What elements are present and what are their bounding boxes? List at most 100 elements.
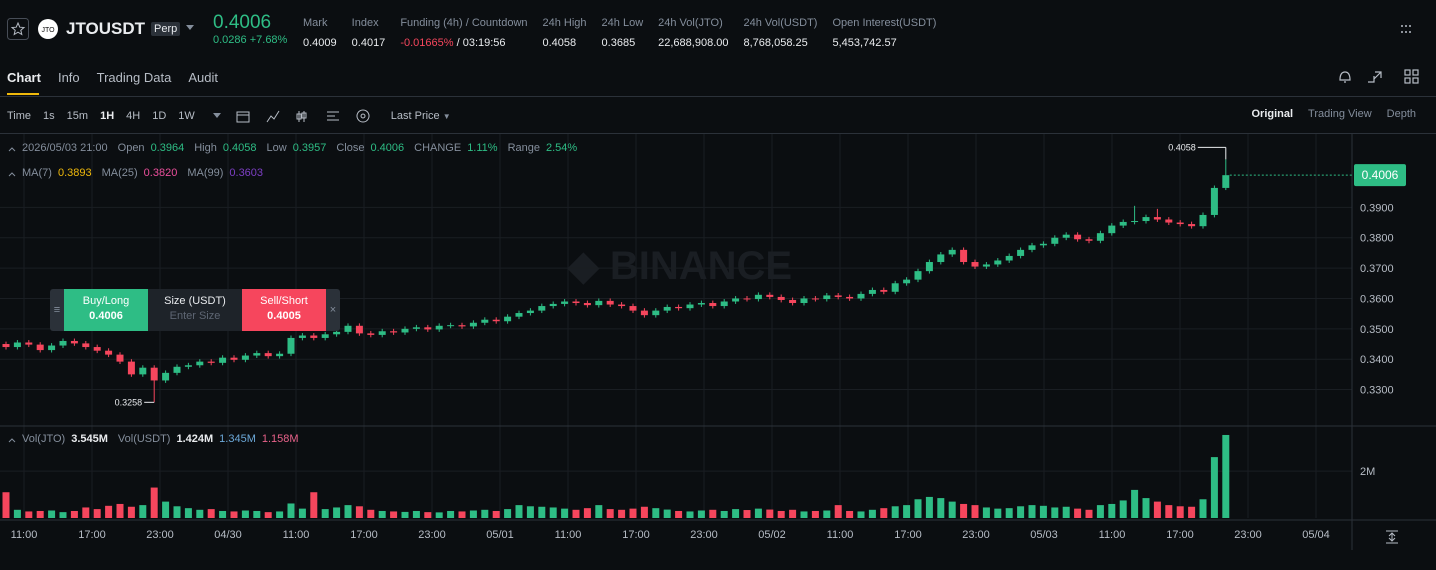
candle	[789, 297, 797, 306]
x-tick-label: 05/03	[1030, 529, 1058, 541]
tool-icon[interactable]	[265, 108, 281, 124]
candle-body	[298, 335, 306, 338]
stat-value: -0.01665% / 03:19:56	[400, 33, 527, 53]
active-tab-indicator	[7, 93, 39, 95]
interval-button[interactable]: 1H	[100, 110, 115, 122]
candle	[937, 252, 945, 265]
more-button[interactable]	[1400, 22, 1414, 36]
candle	[1096, 230, 1104, 244]
candle	[162, 370, 170, 383]
candle	[914, 268, 922, 283]
vol-label: Vol(USDT)	[117, 433, 171, 445]
interval-button[interactable]: 15m	[66, 110, 89, 122]
vol-value: 1.424M	[176, 433, 214, 445]
candle-body	[1165, 219, 1173, 223]
y-tick-label: 0.3700	[1360, 263, 1394, 275]
collapse-icon[interactable]	[8, 146, 16, 154]
interval-button[interactable]: 1s	[43, 110, 55, 122]
interval-dropdown[interactable]	[212, 113, 221, 119]
candle-body	[1028, 245, 1036, 250]
candle	[777, 294, 785, 303]
tab[interactable]: Info	[57, 70, 80, 85]
candle-body	[914, 271, 922, 280]
candle-body	[207, 361, 215, 363]
view-switch: Original Trading View Depth	[1251, 108, 1416, 120]
volume-bar	[435, 512, 443, 518]
candle	[93, 344, 101, 354]
symbol[interactable]: JTOUSDT	[66, 19, 146, 38]
stat: Index 0.4017	[352, 13, 386, 53]
sell-button[interactable]: Sell/Short 0.4005	[242, 289, 326, 331]
candle-body	[367, 333, 375, 335]
x-tick-label: 23:00	[962, 529, 990, 541]
candle-body	[458, 325, 466, 327]
candle-body	[572, 301, 580, 304]
candle	[663, 304, 671, 314]
size-input[interactable]: Size (USDT) Enter Size	[148, 289, 242, 331]
legend-label: High	[194, 142, 217, 154]
tool-icon[interactable]	[355, 108, 371, 124]
candle-body	[800, 298, 808, 304]
view-button[interactable]: Depth	[1386, 108, 1416, 120]
interval-button[interactable]: 1W	[178, 110, 195, 122]
price-type[interactable]: Last Price	[390, 110, 440, 122]
candle-body	[1039, 243, 1047, 246]
candle-body	[173, 366, 181, 373]
x-tick-label: 17:00	[894, 529, 922, 541]
tool-icon[interactable]	[325, 108, 341, 124]
stat-label: 24h Vol(USDT)	[743, 17, 818, 29]
candle	[811, 296, 819, 302]
candle-body	[561, 301, 569, 304]
interval-button[interactable]: 4H	[126, 110, 141, 122]
volume-bar	[595, 505, 603, 518]
tool-icon[interactable]	[295, 108, 311, 124]
volume-bar	[823, 510, 831, 518]
volume-bar	[13, 509, 21, 518]
candle-body	[903, 279, 911, 284]
candle-body	[823, 295, 831, 300]
collapse-icon[interactable]	[8, 171, 16, 179]
buy-button[interactable]: Buy/Long 0.4006	[64, 289, 148, 331]
interval-button[interactable]: 1D	[152, 110, 167, 122]
volume-bar	[82, 507, 90, 518]
stat: 24h Vol(JTO) 22,688,908.00	[658, 13, 728, 53]
view-button[interactable]: Original	[1251, 108, 1294, 120]
tab[interactable]: Trading Data	[96, 70, 172, 85]
candle-body	[675, 306, 683, 309]
tab[interactable]: Chart	[7, 70, 41, 85]
view-button[interactable]: Trading View	[1308, 108, 1372, 120]
volume-bar	[652, 508, 660, 518]
favorite-button[interactable]	[7, 18, 29, 40]
sell-price: 0.4005	[267, 310, 301, 322]
legend-value: 0.3957	[292, 142, 327, 154]
close-button[interactable]: ×	[329, 304, 337, 316]
x-tick-label: 05/04	[1302, 529, 1330, 541]
symbol-dropdown[interactable]	[186, 25, 194, 31]
drag-handle[interactable]: ≡	[53, 304, 61, 316]
candle-body	[1051, 237, 1059, 244]
volume-bar	[230, 511, 238, 518]
chart-tools[interactable]	[1337, 68, 1419, 86]
collapse-icon[interactable]	[8, 437, 16, 445]
y-tick-label: 2M	[1360, 466, 1375, 478]
legend-value: 0.4058	[222, 142, 257, 154]
candle-body	[891, 283, 899, 292]
volume-bar	[59, 512, 67, 518]
volume-bar	[162, 501, 170, 518]
tool-icon[interactable]	[235, 108, 251, 124]
x-tick-label: 11:00	[11, 529, 38, 541]
volume-bar	[1074, 508, 1082, 518]
candle-body	[686, 304, 694, 309]
ma-label: MA(7)	[22, 167, 52, 179]
candle-body	[13, 342, 21, 348]
candle	[982, 262, 990, 270]
tab[interactable]: Audit	[188, 70, 218, 85]
candle-body	[93, 347, 101, 351]
candle-body	[36, 344, 44, 351]
axis-settings[interactable]	[1384, 529, 1400, 545]
ma-legend: MA(7) 0.3893 MA(25) 0.3820 MA(99) 0.3603	[22, 167, 267, 179]
volume-bar	[549, 507, 557, 518]
candle-body	[469, 322, 477, 327]
candle-body	[880, 289, 888, 292]
candle	[891, 280, 899, 295]
